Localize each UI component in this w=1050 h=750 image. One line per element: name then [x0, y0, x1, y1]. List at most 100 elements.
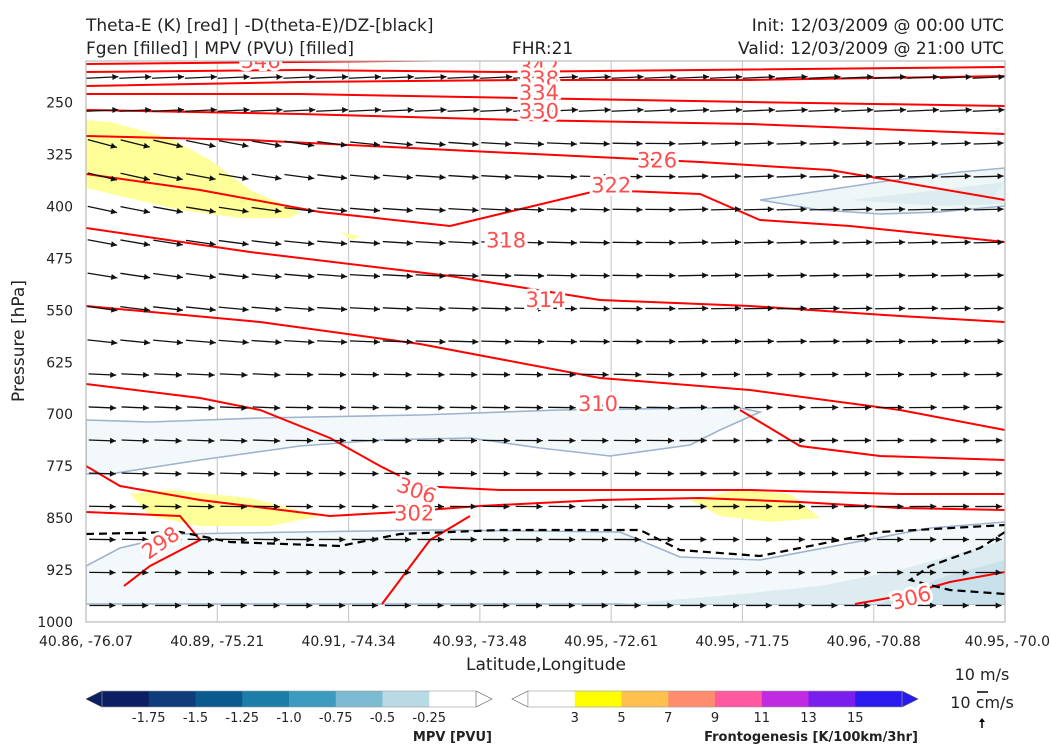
- wind-vector: [318, 371, 347, 378]
- wind-vector: [711, 206, 742, 213]
- wind-vector: [89, 569, 116, 576]
- wind-vector: [220, 437, 248, 444]
- wind-vector: [614, 503, 641, 510]
- wind-vector: [184, 74, 217, 81]
- wind-vector: [712, 371, 740, 378]
- wind-vector: [645, 305, 676, 312]
- colorbar-tick-label: 11: [753, 711, 770, 726]
- theta-e-contour: [86, 135, 1005, 201]
- theta-e-label: 338: [519, 67, 559, 91]
- wind-vector: [711, 239, 742, 246]
- wind-vectors: [86, 74, 1005, 609]
- wind-vector: [448, 207, 479, 213]
- wind-vector: [745, 503, 773, 510]
- wind-vector: [284, 173, 315, 181]
- wind-vector: [975, 536, 1002, 543]
- wind-vector: [579, 305, 610, 312]
- wind-vector: [415, 272, 446, 279]
- wind-vector: [546, 239, 577, 246]
- wind-vector: [546, 338, 577, 345]
- wind-vector: [317, 174, 348, 181]
- wind-vector: [942, 569, 969, 576]
- wind-vector: [514, 206, 545, 213]
- colorbar-segment: [855, 691, 903, 707]
- wind-vector: [449, 437, 478, 444]
- wind-vector: [220, 470, 248, 477]
- wind-vector: [251, 140, 282, 148]
- wind-vector: [318, 437, 346, 444]
- mpv-colorbar-title: MPV [PVU]: [413, 730, 492, 745]
- wind-vector: [153, 172, 183, 182]
- wind-vector: [940, 338, 971, 345]
- wind-vector: [678, 305, 709, 312]
- wind-vector: [513, 107, 546, 114]
- wind-vector: [450, 536, 477, 543]
- wind-vector: [416, 371, 445, 378]
- wind-vector: [317, 240, 348, 247]
- wind-vector: [842, 338, 873, 345]
- wind-vector: [414, 107, 447, 114]
- wind-vector: [122, 602, 149, 609]
- wind-vector: [417, 503, 445, 510]
- wind-vector: [482, 404, 511, 411]
- fgen-colorbar: 3 5 7 9 11 13 15: [511, 690, 919, 726]
- wind-vector: [711, 305, 742, 312]
- wind-vector: [974, 371, 1003, 378]
- wind-vector: [809, 239, 840, 246]
- wind-vector: [677, 74, 710, 81]
- wind-vector: [384, 536, 412, 543]
- wind-vector: [578, 74, 611, 81]
- wind-vector: [973, 338, 1004, 345]
- colorbar-segment: [528, 691, 576, 707]
- wind-vector: [187, 404, 215, 411]
- wind-vector: [711, 272, 742, 279]
- wind-vector: [514, 305, 545, 312]
- wind-vector: [87, 272, 118, 280]
- wind-vector: [548, 536, 576, 543]
- x-tick-label: 40.91, -74.34: [302, 634, 396, 650]
- y-tick-label: 250: [46, 96, 73, 112]
- wind-vector: [220, 536, 247, 543]
- wind-vector: [384, 404, 412, 411]
- theta-e-label: 302: [394, 501, 434, 525]
- wind-vector: [187, 470, 215, 477]
- wind-vector: [743, 239, 774, 246]
- wind-vector: [154, 437, 182, 444]
- wind-vector: [842, 239, 873, 246]
- wind-vector: [778, 602, 805, 609]
- wind-vector: [644, 74, 677, 81]
- y-tick-label: 325: [46, 148, 73, 164]
- wind-vector: [218, 273, 249, 280]
- x-tick-label: 40.89, -75.21: [170, 634, 264, 650]
- wind-vector: [187, 503, 215, 510]
- wind-vector: [942, 503, 970, 510]
- fgen-fill-region: [130, 490, 320, 526]
- wind-vector: [645, 206, 676, 213]
- y-tick-label: 400: [46, 199, 73, 215]
- wind-vector: [153, 139, 183, 149]
- wind-vector: [415, 305, 446, 312]
- wind-vector: [743, 305, 774, 312]
- wind-vector: [480, 107, 513, 114]
- wind-vector: [939, 107, 972, 114]
- wind-vector: [909, 569, 937, 576]
- y-tick-label: 850: [46, 511, 73, 527]
- wind-vector: [942, 437, 970, 444]
- plot-area: 346 3423383343303263223183143103063022983…: [86, 61, 1005, 622]
- wind-vector: [907, 140, 938, 147]
- theta-e-contour: [86, 109, 1005, 135]
- wind-vector: [546, 272, 577, 279]
- wind-vector: [351, 470, 379, 477]
- wind-vector: [481, 141, 512, 148]
- wind-vector: [187, 569, 215, 576]
- wind-vector: [810, 437, 839, 444]
- wind-vector: [88, 470, 116, 477]
- wind-vector: [152, 74, 185, 81]
- wind-vector: [745, 536, 773, 543]
- colorbar-tick-label: 3: [571, 711, 579, 726]
- wind-vector: [743, 338, 774, 345]
- colorbar-tick-label: -1.75: [132, 711, 166, 726]
- wind-vector: [611, 107, 644, 114]
- wind-vector: [811, 569, 838, 576]
- header-valid: Valid: 12/03/2009 @ 21:00 UTC: [738, 39, 1004, 59]
